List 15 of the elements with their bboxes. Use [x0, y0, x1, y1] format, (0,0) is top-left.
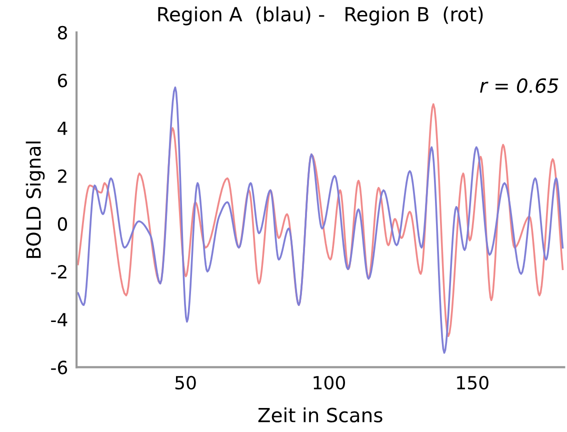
y-tick-label: -6 — [51, 360, 68, 374]
y-tick-label: 0 — [58, 217, 68, 231]
y-tick-label: 2 — [58, 169, 66, 183]
y-tick-label: 4 — [58, 122, 68, 135]
y-tick-label: 6 — [58, 74, 68, 88]
y-tick-label: 8 — [58, 26, 67, 40]
chart-title: Region A (blau) - Region B (rot) — [158, 6, 483, 26]
x-axis-title: Zeit in Scans — [258, 407, 382, 422]
y-tick-label: -2 — [51, 265, 66, 278]
y-axis-title: BOLD Signal — [26, 142, 45, 258]
x-tick-label: 100 — [314, 376, 345, 390]
annotation: r = 0.65 — [480, 78, 558, 93]
y-tick-label: -4 — [51, 313, 68, 326]
x-tick-label: 50 — [175, 376, 196, 390]
x-tick-label: 150 — [457, 376, 488, 390]
